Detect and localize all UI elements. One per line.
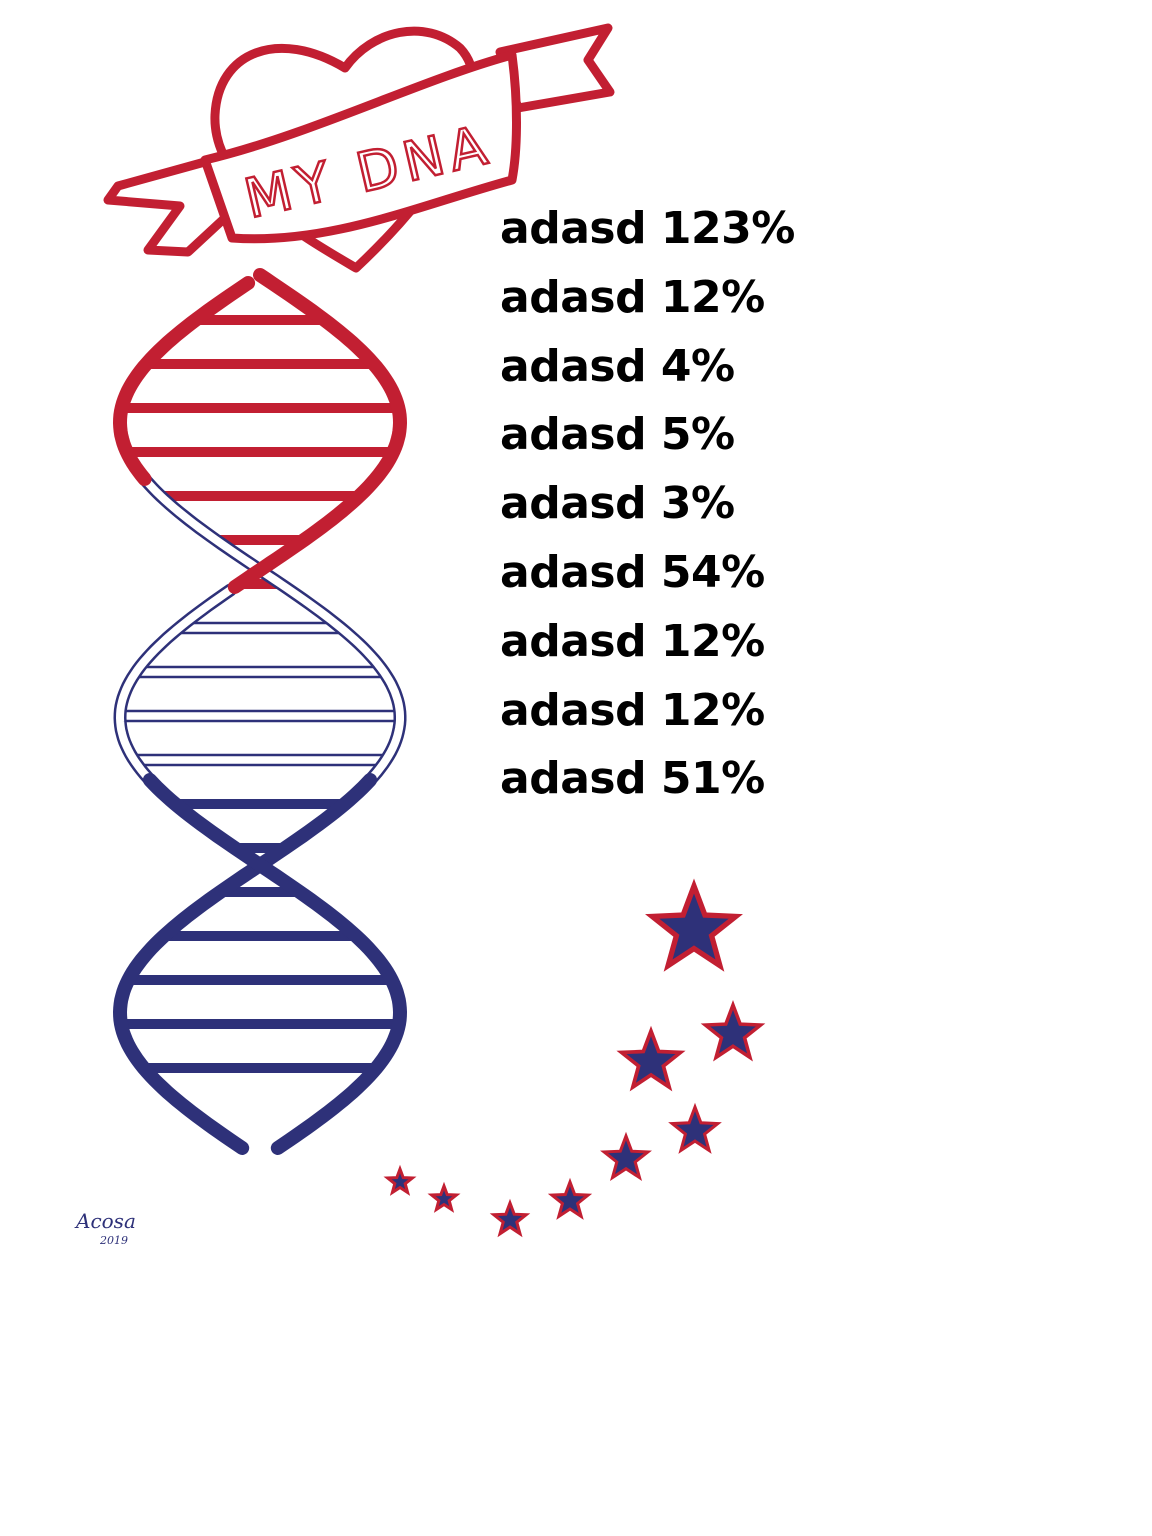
helix-rung: [128, 975, 392, 985]
helix-rung: [121, 1019, 399, 1029]
star-icon: [427, 1181, 461, 1213]
item-percent: 12%: [660, 684, 765, 736]
helix-strand: [141, 476, 404, 784]
star-icon: [600, 1131, 652, 1182]
percentage-list: adasd 123% adasd 12% adasd 4% adasd 5% adasd…: [500, 200, 795, 819]
item-percent: 54%: [660, 546, 765, 598]
item-label: adasd: [500, 203, 647, 254]
helix-rung: [146, 359, 374, 369]
list-item: adasd 12%: [500, 269, 795, 338]
helix-rung: [163, 931, 356, 941]
star-icon: [700, 1000, 766, 1062]
artist-signature: Acosa 2019: [74, 1209, 136, 1247]
item-label: adasd: [500, 478, 647, 530]
helix-rung: [239, 579, 281, 589]
star-icon: [668, 1102, 722, 1154]
helix-rung: [134, 665, 386, 679]
item-label: adasd: [500, 615, 647, 667]
item-percent: 123%: [660, 203, 795, 254]
item-percent: 4%: [660, 340, 735, 392]
helix-strand: [142, 773, 408, 1155]
helix-rung: [216, 535, 304, 545]
item-label: adasd: [500, 340, 647, 392]
list-item: adasd 123%: [500, 200, 795, 269]
helix-rung: [220, 887, 300, 897]
helix-strand: [115, 586, 235, 782]
list-item: adasd 51%: [500, 750, 795, 819]
item-percent: 3%: [660, 478, 735, 530]
helix-rung: [118, 709, 402, 723]
helix-rung: [126, 447, 394, 457]
star-trail: [383, 878, 766, 1238]
item-percent: 5%: [660, 409, 735, 461]
helix-rung: [234, 843, 286, 853]
helix-strand: [112, 773, 378, 1155]
item-label: adasd: [500, 271, 647, 323]
item-label: adasd: [500, 684, 647, 736]
item-label: adasd: [500, 409, 647, 461]
star-icon: [616, 1025, 686, 1092]
helix-rung: [195, 315, 325, 325]
signature-name: Acosa: [74, 1209, 136, 1233]
list-item: adasd 4%: [500, 338, 795, 407]
star-icon: [383, 1164, 417, 1196]
item-label: adasd: [500, 753, 647, 805]
list-item: adasd 3%: [500, 475, 795, 544]
list-item: adasd 12%: [500, 613, 795, 682]
star-icon: [489, 1198, 531, 1238]
helix-strand: [113, 583, 237, 785]
helix-rung: [132, 753, 388, 767]
dna-helix: [112, 268, 408, 1155]
signature-year: 2019: [99, 1234, 128, 1247]
item-percent: 12%: [660, 615, 765, 667]
helix-strand: [112, 276, 256, 486]
item-percent: 12%: [660, 271, 765, 323]
list-item: adasd 5%: [500, 406, 795, 475]
item-percent: 51%: [660, 753, 765, 805]
list-item: adasd 12%: [500, 682, 795, 751]
helix-rung: [175, 799, 345, 809]
star-icon: [645, 878, 743, 972]
helix-rung: [143, 1063, 377, 1073]
list-item: adasd 54%: [500, 544, 795, 613]
helix-strand: [227, 268, 408, 594]
item-label: adasd: [500, 546, 647, 598]
star-icon: [547, 1177, 593, 1220]
helix-rung: [177, 621, 343, 635]
helix-rung: [121, 403, 399, 413]
helix-rung: [160, 491, 360, 501]
